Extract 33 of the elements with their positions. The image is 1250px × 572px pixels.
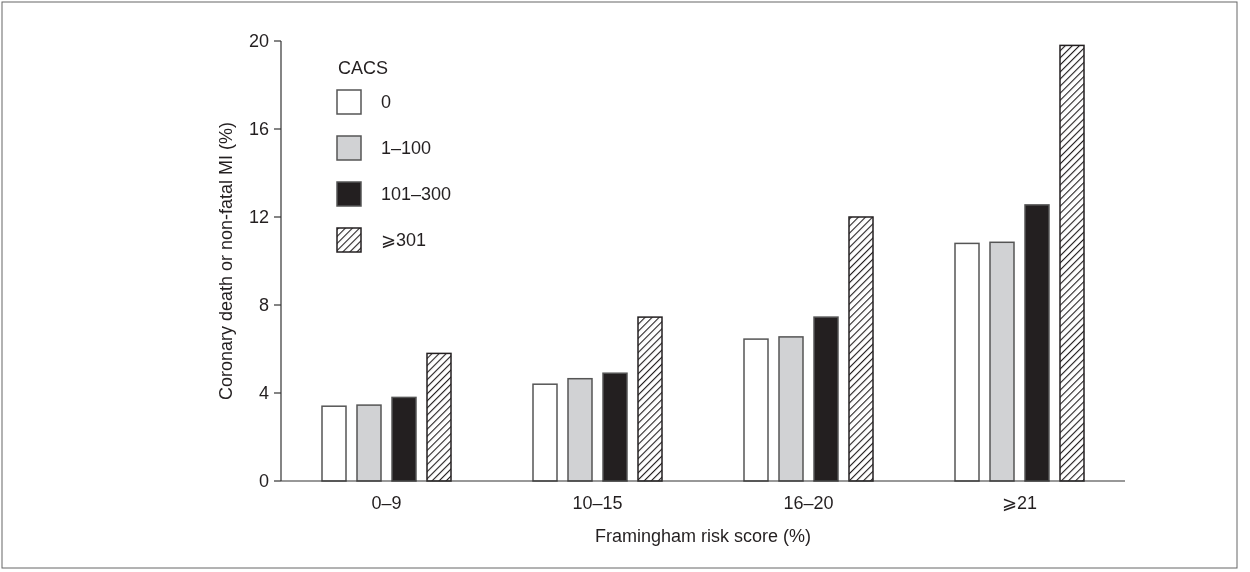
- y-tick-label: 12: [248, 207, 269, 228]
- x-tick-label: 16–20: [783, 493, 834, 513]
- x-tick-label: 0–9: [371, 493, 402, 513]
- legend-title: CACS: [338, 58, 389, 79]
- x-tick-label: ⩾21: [1001, 493, 1038, 513]
- bar: [743, 338, 769, 482]
- bar: [813, 316, 839, 482]
- y-tick-label: 8: [258, 295, 269, 316]
- bar: [567, 377, 593, 482]
- bar: [321, 405, 347, 482]
- y-axis-title: Coronary death or non-fatal MI (%): [216, 121, 236, 401]
- legend-label: 0: [381, 92, 392, 113]
- bar: [778, 336, 804, 482]
- bar: [426, 352, 452, 482]
- legend-label: 101–300: [381, 184, 452, 205]
- bar: [1059, 44, 1085, 482]
- bar: [989, 241, 1015, 482]
- x-tick-label: 10–15: [572, 493, 623, 513]
- x-axis-title: Framingham risk score (%): [594, 526, 812, 546]
- bar: [356, 404, 382, 482]
- bar: [637, 316, 663, 482]
- bar: [532, 383, 558, 482]
- bar: [391, 396, 417, 482]
- legend-label: ⩾301: [381, 230, 427, 251]
- bar: [848, 216, 874, 482]
- bar: [1024, 204, 1050, 482]
- bar: [602, 372, 628, 482]
- y-tick-label: 20: [248, 31, 269, 52]
- y-tick-label: 4: [258, 383, 269, 404]
- y-tick-label: 16: [248, 119, 269, 140]
- y-tick-label: 0: [258, 471, 269, 492]
- bar: [954, 242, 980, 482]
- legend-label: 1–100: [381, 138, 432, 159]
